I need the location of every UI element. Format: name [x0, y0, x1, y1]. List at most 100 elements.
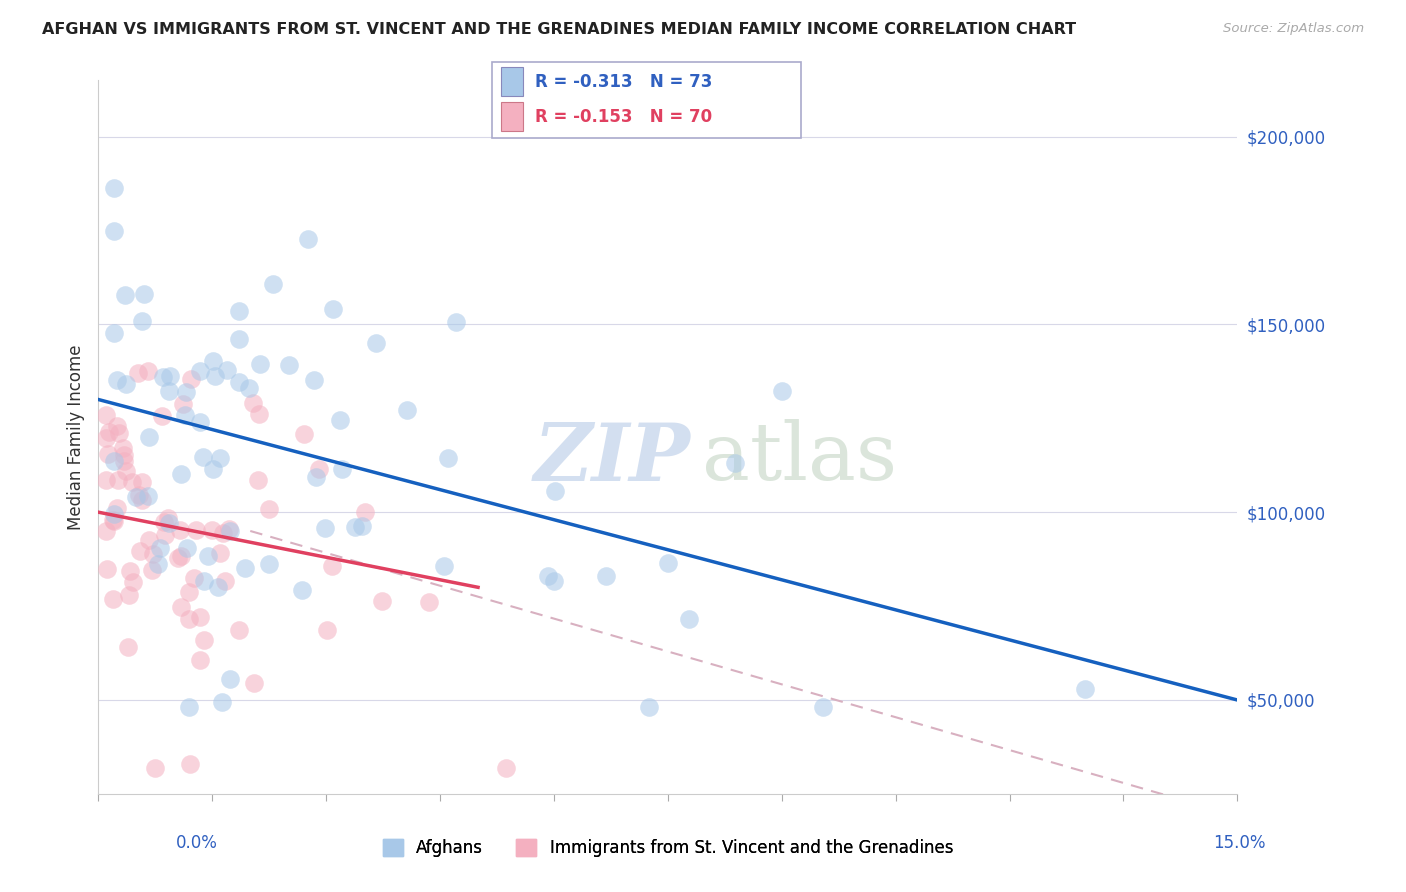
Point: [418, 595, 440, 609]
Point: [433, 559, 456, 574]
Point: [278, 358, 301, 372]
Point: [595, 569, 617, 583]
Point: [172, 397, 194, 411]
Point: [170, 549, 193, 563]
Point: [297, 232, 319, 246]
Point: [321, 559, 343, 574]
Point: [243, 676, 266, 690]
Point: [257, 558, 280, 572]
Point: [332, 462, 354, 476]
Point: [204, 369, 226, 384]
Point: [179, 700, 201, 714]
Point: [146, 557, 169, 571]
Point: [350, 519, 373, 533]
Point: [107, 473, 129, 487]
Point: [157, 511, 180, 525]
Point: [228, 332, 250, 346]
Point: [212, 526, 235, 541]
Text: 0.0%: 0.0%: [176, 834, 218, 852]
Point: [219, 672, 242, 686]
Point: [141, 563, 163, 577]
Point: [170, 599, 193, 614]
Point: [112, 454, 135, 468]
Point: [215, 362, 238, 376]
Point: [188, 609, 211, 624]
Point: [157, 384, 180, 398]
Point: [114, 465, 136, 479]
Point: [96, 561, 118, 575]
Point: [638, 700, 661, 714]
Y-axis label: Median Family Income: Median Family Income: [66, 344, 84, 530]
Text: R = -0.313   N = 73: R = -0.313 N = 73: [536, 73, 713, 91]
Text: R = -0.153   N = 70: R = -0.153 N = 70: [536, 108, 713, 126]
Point: [117, 640, 139, 654]
Point: [105, 501, 128, 516]
Point: [262, 277, 284, 291]
FancyBboxPatch shape: [492, 62, 801, 138]
Point: [292, 427, 315, 442]
Point: [353, 506, 375, 520]
Text: AFGHAN VS IMMIGRANTS FROM ST. VINCENT AND THE GRENADINES MEDIAN FAMILY INCOME CO: AFGHAN VS IMMIGRANTS FROM ST. VINCENT AN…: [42, 22, 1077, 37]
Point: [201, 354, 224, 368]
Point: [138, 533, 160, 548]
Point: [197, 549, 219, 563]
Point: [259, 502, 281, 516]
Point: [219, 524, 242, 538]
Point: [143, 761, 166, 775]
Point: [103, 515, 125, 529]
Point: [176, 541, 198, 555]
Text: Source: ZipAtlas.com: Source: ZipAtlas.com: [1223, 22, 1364, 36]
Point: [343, 520, 366, 534]
Point: [105, 419, 128, 434]
Point: [437, 451, 460, 466]
Point: [101, 513, 124, 527]
Point: [238, 381, 260, 395]
Point: [371, 594, 394, 608]
Point: [94, 409, 117, 423]
Point: [723, 456, 745, 470]
Point: [211, 695, 233, 709]
Point: [166, 550, 188, 565]
Point: [103, 326, 125, 340]
Point: [201, 523, 224, 537]
Point: [101, 592, 124, 607]
Point: [103, 507, 125, 521]
Point: [193, 633, 215, 648]
Point: [193, 574, 215, 589]
Point: [159, 368, 181, 383]
Point: [177, 612, 200, 626]
Point: [228, 623, 250, 637]
Point: [495, 761, 517, 775]
Point: [188, 653, 211, 667]
Point: [132, 287, 155, 301]
Point: [214, 574, 236, 588]
Point: [97, 425, 120, 439]
Point: [228, 304, 250, 318]
Point: [537, 569, 560, 583]
Point: [228, 376, 250, 390]
Point: [112, 448, 135, 462]
Point: [329, 413, 352, 427]
Point: [111, 441, 134, 455]
Point: [1074, 681, 1097, 696]
Point: [94, 524, 117, 538]
Point: [242, 396, 264, 410]
Point: [207, 581, 229, 595]
Point: [657, 556, 679, 570]
Point: [157, 516, 180, 531]
Point: [94, 431, 117, 445]
Point: [446, 314, 468, 328]
Point: [103, 181, 125, 195]
Point: [179, 756, 201, 771]
Point: [170, 467, 193, 481]
Point: [138, 430, 160, 444]
Point: [366, 335, 388, 350]
Point: [209, 546, 232, 560]
Point: [108, 426, 131, 441]
Point: [114, 287, 136, 301]
Point: [142, 547, 165, 561]
Point: [184, 523, 207, 537]
Point: [131, 314, 153, 328]
Point: [122, 574, 145, 589]
Point: [174, 384, 197, 399]
